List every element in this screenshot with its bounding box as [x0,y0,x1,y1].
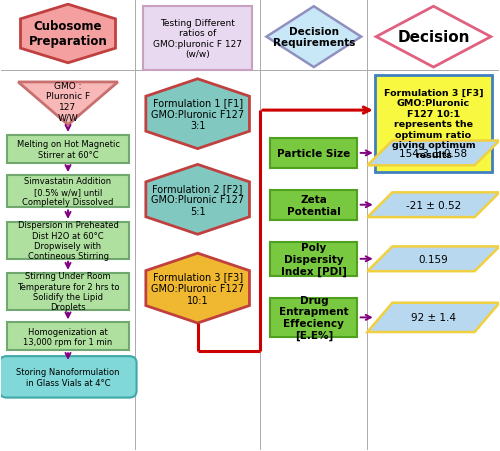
Polygon shape [266,7,361,68]
Text: Simvastatin Addition
[0.5% w/w] until
Completely Dissolved: Simvastatin Addition [0.5% w/w] until Co… [22,177,114,207]
Polygon shape [376,7,491,68]
Polygon shape [368,193,500,218]
Polygon shape [20,5,116,64]
Text: Decision
Requirements: Decision Requirements [272,27,355,48]
Text: Homogenization at
13,000 rpm for 1 min: Homogenization at 13,000 rpm for 1 min [24,327,112,346]
FancyBboxPatch shape [7,322,129,350]
Text: Zeta
Potential: Zeta Potential [287,194,341,216]
Text: Melting on Hot Magnetic
Stirrer at 60°C: Melting on Hot Magnetic Stirrer at 60°C [16,140,120,159]
Polygon shape [146,165,250,235]
FancyBboxPatch shape [7,273,129,310]
Polygon shape [146,253,250,323]
Text: -21 ± 0.52: -21 ± 0.52 [406,200,461,210]
FancyBboxPatch shape [0,356,136,398]
Polygon shape [146,79,250,149]
Text: Decision: Decision [397,30,469,45]
Text: Formulation 3 [F3]
GMO:Pluronic F127
10:1: Formulation 3 [F3] GMO:Pluronic F127 10:… [151,272,244,305]
FancyBboxPatch shape [143,7,252,70]
Text: Storing Nanoformulation
in Glass Vials at 4°C: Storing Nanoformulation in Glass Vials a… [16,368,120,387]
FancyBboxPatch shape [375,76,492,173]
Text: Poly
Dispersity
Index [PDI]: Poly Dispersity Index [PDI] [281,243,347,276]
Text: 92 ± 1.4: 92 ± 1.4 [411,313,456,322]
Text: 154.3 ± 0.58: 154.3 ± 0.58 [400,148,468,159]
FancyBboxPatch shape [7,222,129,259]
Text: Dispersion in Preheated
Dist H2O at 60°C
Dropwisely with
Contineous Stirring: Dispersion in Preheated Dist H2O at 60°C… [18,221,118,261]
Text: Formulation 3 [F3]
GMO:Pluronic
F127 10:1
represents the
optimum ratio
giving op: Formulation 3 [F3] GMO:Pluronic F127 10:… [384,89,484,160]
Polygon shape [18,83,118,125]
Text: Cubosome
Preparation: Cubosome Preparation [28,20,108,48]
FancyBboxPatch shape [270,190,358,220]
Text: Drug
Entrapment
Effeciency
[E.E%]: Drug Entrapment Effeciency [E.E%] [279,295,348,340]
Text: Formulation 1 [F1]
GMO:Pluronic F127
3:1: Formulation 1 [F1] GMO:Pluronic F127 3:1 [151,98,244,131]
Text: 0.159: 0.159 [418,254,448,264]
Polygon shape [368,247,500,272]
Polygon shape [368,303,500,332]
FancyBboxPatch shape [7,136,129,163]
FancyBboxPatch shape [7,175,129,208]
Text: Particle Size: Particle Size [277,148,350,159]
Text: Stirring Under Room
Temperature for 2 hrs to
Solidify the Lipid
Droplets: Stirring Under Room Temperature for 2 hr… [17,272,120,312]
Text: Testing Different
ratios of
GMO:pluronic F 127
(w/w): Testing Different ratios of GMO:pluronic… [153,19,242,59]
FancyBboxPatch shape [270,242,358,276]
Text: Formulation 2 [F2]
GMO:Pluronic F127
5:1: Formulation 2 [F2] GMO:Pluronic F127 5:1 [151,183,244,216]
Polygon shape [368,141,500,166]
FancyBboxPatch shape [270,298,358,337]
Text: GMO :
Pluronic F
127
W/W: GMO : Pluronic F 127 W/W [46,82,90,122]
FancyBboxPatch shape [270,139,358,168]
